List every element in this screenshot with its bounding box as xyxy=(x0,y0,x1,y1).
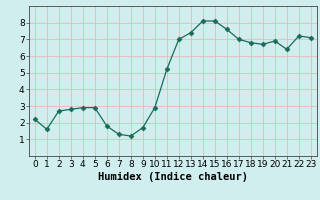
X-axis label: Humidex (Indice chaleur): Humidex (Indice chaleur) xyxy=(98,172,248,182)
